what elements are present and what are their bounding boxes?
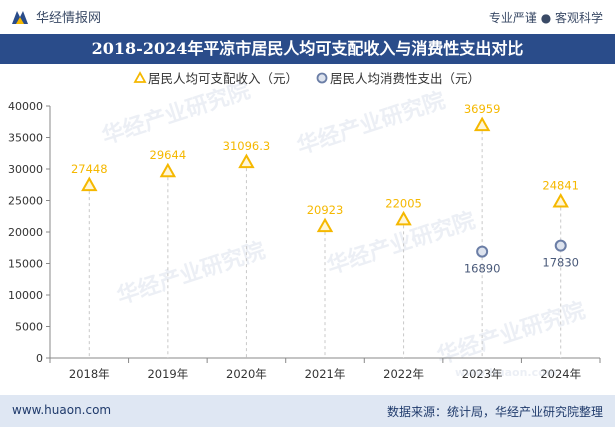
footer-url[interactable]: www.huaon.com: [12, 403, 112, 417]
footer: www.huaon.com 数据来源：统计局，华经产业研究院整理: [0, 395, 615, 427]
chart-area: 华经产业研究院 华经产业研究院华经产业研究院华经产业研究院华经产业研究院居民人均可…: [8, 71, 601, 381]
expense-point: [476, 245, 489, 258]
brand-name: 华经情报网: [36, 11, 102, 26]
x-tick-label: 2020年: [226, 367, 267, 381]
expense-data-label: 16890: [464, 262, 501, 276]
legend-label-0: 居民人均可支配收入（元）: [148, 71, 298, 86]
legend-circle-icon: [316, 72, 328, 84]
top-bar: 华经情报网 专业严谨 ● 客观科学: [0, 0, 615, 35]
income-point: [473, 116, 491, 132]
y-tick-label: 0: [36, 352, 43, 365]
income-point: [552, 192, 569, 208]
income-point: [395, 210, 412, 226]
expense-point: [554, 239, 567, 252]
x-tick-label: 2019年: [147, 367, 188, 381]
y-tick-label: 15000: [8, 258, 43, 271]
income-point: [238, 153, 255, 169]
watermark-url: www.huaon.com: [455, 366, 557, 379]
y-tick-label: 25000: [8, 195, 43, 208]
watermark-text: 华经产业研究院: [434, 297, 589, 369]
watermark-text: 华经产业研究院: [294, 87, 449, 159]
x-tick-label: 2022年: [383, 367, 424, 381]
brand: 华经情报网: [10, 7, 101, 26]
income-point: [159, 162, 177, 178]
legend-triangle-icon: [133, 71, 147, 83]
y-tick-label: 10000: [8, 289, 43, 302]
legend-label-1: 居民人均消费性支出（元）: [330, 71, 480, 86]
tagline: 专业严谨 ● 客观科学: [488, 11, 603, 25]
income-data-label: 20923: [307, 203, 344, 217]
income-data-label: 22005: [385, 196, 422, 210]
huajing-logo-icon: [12, 10, 28, 24]
income-data-label: 27448: [71, 162, 108, 176]
y-tick-label: 35000: [8, 132, 43, 145]
x-tick-label: 2024年: [540, 367, 581, 381]
chart-title: 2018-2024年平凉市居民人均可支配收入与消费性支出对比: [0, 34, 615, 64]
footer-source: 数据来源：统计局，华经产业研究院整理: [386, 405, 603, 419]
x-tick-label: 2021年: [305, 367, 346, 381]
y-tick-label: 5000: [15, 321, 43, 334]
income-data-label: 36959: [464, 102, 501, 116]
y-tick-label: 40000: [8, 100, 43, 113]
income-point: [81, 176, 98, 192]
income-data-label: 24841: [542, 179, 579, 193]
watermark-text: 华经产业研究院: [114, 237, 269, 309]
income-point: [316, 217, 334, 233]
x-tick-label: 2018年: [69, 367, 110, 381]
income-data-label: 31096.3: [223, 139, 271, 153]
x-tick-label: 2023年: [462, 367, 503, 381]
y-tick-label: 30000: [8, 163, 43, 176]
expense-data-label: 17830: [542, 256, 579, 270]
income-data-label: 29644: [150, 148, 187, 162]
y-tick-label: 20000: [8, 226, 43, 239]
